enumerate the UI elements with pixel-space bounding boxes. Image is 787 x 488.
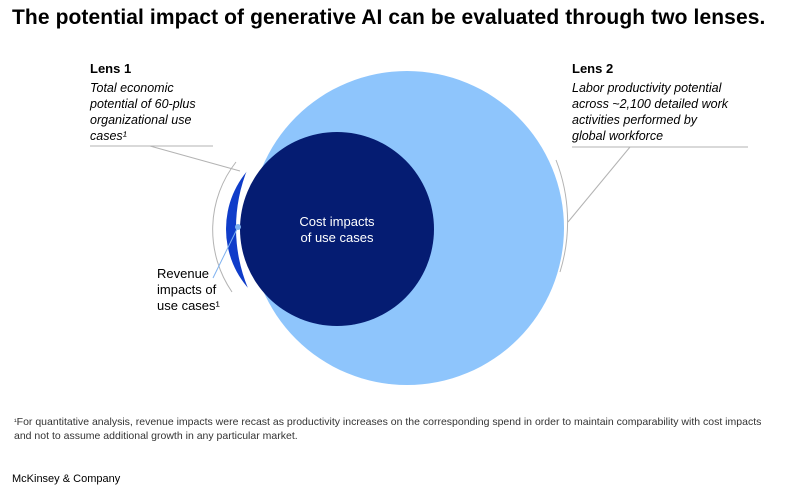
lens-1-bracket bbox=[212, 161, 237, 293]
lens-2-leader-line bbox=[567, 146, 631, 223]
lens-2-description: Labor productivity potential across ~2,1… bbox=[572, 81, 728, 143]
footnote-marker: ¹ bbox=[14, 417, 17, 426]
lens-1-description: Total economic potential of 60-plus orga… bbox=[90, 81, 196, 143]
cost-impacts-label: Cost impacts of use cases bbox=[299, 214, 375, 245]
lens-2-heading: Lens 2 bbox=[572, 61, 614, 76]
page-title: The potential impact of generative AI ca… bbox=[12, 6, 766, 29]
revenue-leader-dot bbox=[235, 224, 241, 230]
brand-logo-text: McKinsey & Company bbox=[12, 473, 121, 485]
footnote: ¹For quantitative analysis, revenue impa… bbox=[14, 415, 774, 443]
lens-1-heading: Lens 1 bbox=[90, 61, 132, 76]
footnote-text: For quantitative analysis, revenue impac… bbox=[14, 416, 762, 442]
cost-impacts-circle bbox=[240, 132, 434, 326]
revenue-leader-line bbox=[212, 226, 239, 279]
lens-1-leader-line bbox=[149, 145, 241, 172]
revenue-impacts-label: Revenue impacts of use cases¹ bbox=[157, 266, 220, 313]
lens-2-bracket bbox=[555, 159, 569, 273]
